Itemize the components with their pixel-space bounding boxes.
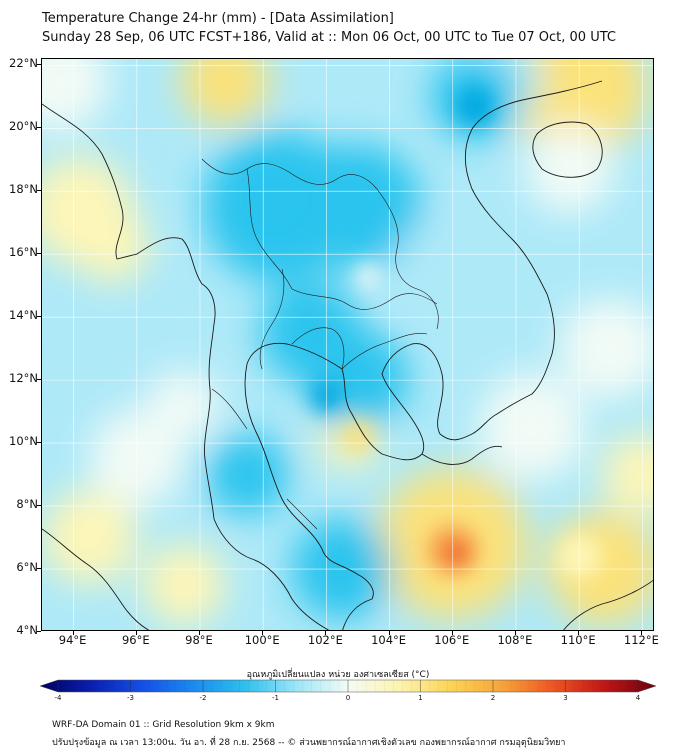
field-patch bbox=[392, 225, 482, 315]
longitude-tick bbox=[198, 631, 200, 635]
latitude-tick bbox=[37, 127, 41, 129]
latitude-tick-label: 20°N bbox=[9, 119, 38, 134]
colorbar-tick-label: 0 bbox=[345, 694, 351, 702]
field-patch bbox=[181, 59, 270, 126]
field-patch bbox=[83, 332, 159, 409]
colorbar-tick-label: 4 bbox=[635, 694, 641, 702]
colorbar-tick-label: -3 bbox=[127, 694, 134, 702]
longitude-tick-label: 102°E bbox=[307, 633, 343, 647]
latitude-tick-label: 18°N bbox=[9, 182, 38, 197]
field-patch bbox=[525, 125, 614, 214]
colorbar-title: อุณหภูมิเปลี่ยนแปลง หน่วย องศาเซลเซียส (… bbox=[246, 670, 430, 680]
latitude-tick bbox=[37, 631, 41, 632]
field-patch bbox=[206, 433, 289, 516]
longitude-tick bbox=[451, 631, 453, 635]
latitude-tick bbox=[37, 316, 41, 318]
colorbar-tick-label: -1 bbox=[272, 694, 279, 702]
map-canvas bbox=[42, 59, 653, 630]
latitude-tick bbox=[37, 64, 41, 66]
field-patch bbox=[73, 206, 150, 283]
longitude-tick bbox=[514, 631, 516, 635]
map-subtitle: Sunday 28 Sep, 06 UTC FCST+186, Valid at… bbox=[42, 30, 616, 45]
longitude-tick bbox=[578, 631, 580, 635]
field-patch bbox=[443, 540, 469, 566]
longitude-tick-label: 110°E bbox=[560, 633, 596, 647]
field-patch bbox=[478, 373, 586, 482]
colorbar-tick-label: -2 bbox=[199, 694, 207, 702]
longitude-tick-label: 108°E bbox=[497, 633, 533, 647]
vietnam-south-coast bbox=[421, 445, 503, 465]
field-patch bbox=[601, 433, 653, 516]
temperature-field bbox=[42, 59, 653, 630]
field-patch bbox=[342, 421, 374, 453]
sumatra-coast bbox=[42, 528, 150, 630]
colorbar-ticks bbox=[57, 680, 639, 692]
hainan-coast bbox=[532, 121, 603, 178]
mainland-coast bbox=[42, 103, 330, 630]
field-patch bbox=[42, 59, 109, 132]
field-patch bbox=[42, 490, 137, 585]
longitude-tick-label: 94°E bbox=[58, 633, 87, 647]
longitude-tick bbox=[641, 631, 643, 635]
longitude-tick-label: 96°E bbox=[121, 633, 150, 647]
colorbar-tick-label: 1 bbox=[418, 694, 423, 702]
field-patch bbox=[455, 87, 494, 126]
latitude-tick-label: 16°N bbox=[9, 245, 38, 260]
map-panel bbox=[41, 58, 654, 631]
footer-model-info: WRF-DA Domain 01 :: Grid Resolution 9km … bbox=[52, 720, 275, 730]
latitude-tick-label: 14°N bbox=[9, 308, 38, 323]
latitude-tick bbox=[37, 442, 41, 444]
longitude-tick-label: 106°E bbox=[434, 633, 470, 647]
latitude-tick bbox=[37, 379, 41, 381]
longitude-tick bbox=[262, 631, 264, 635]
latitude-tick bbox=[37, 568, 41, 570]
borneo-coast bbox=[563, 579, 653, 630]
gridlines bbox=[42, 59, 653, 630]
latitude-tick bbox=[37, 253, 41, 255]
longitude-tick-label: 98°E bbox=[185, 633, 213, 647]
field-patch bbox=[354, 263, 381, 289]
longitude-tick bbox=[388, 631, 390, 635]
longitude-tick-label: 112°E bbox=[623, 633, 659, 647]
latitude-tick-label: 4°N bbox=[16, 623, 38, 637]
map-title: Temperature Change 24-hr (mm) - [Data As… bbox=[42, 11, 394, 26]
coastlines bbox=[42, 80, 653, 630]
field-patch bbox=[143, 543, 226, 626]
latitude-tick bbox=[37, 190, 41, 192]
country-borders bbox=[201, 158, 439, 530]
longitude-tick-label: 104°E bbox=[371, 633, 407, 647]
longitude-tick bbox=[72, 631, 74, 635]
gulf-of-thailand-coast bbox=[244, 80, 603, 630]
latitude-tick bbox=[37, 505, 41, 507]
longitude-tick bbox=[325, 631, 327, 635]
colorbar-tick-label: 3 bbox=[563, 694, 568, 702]
colorbar-tick-label: 2 bbox=[490, 694, 496, 702]
latitude-tick-label: 8°N bbox=[16, 497, 38, 512]
longitude-tick bbox=[135, 631, 137, 635]
field-patch bbox=[250, 175, 295, 220]
field-patch bbox=[560, 298, 653, 400]
latitude-tick-label: 12°N bbox=[9, 371, 38, 386]
latitude-tick-label: 22°N bbox=[9, 56, 38, 71]
colorbar bbox=[40, 679, 656, 693]
longitude-tick-label: 100°E bbox=[244, 633, 280, 647]
latitude-tick-label: 10°N bbox=[9, 434, 38, 449]
footer-credit: ปรับปรุงข้อมูล ณ เวลา 13:00น. วัน อา. ที… bbox=[52, 738, 566, 748]
latitude-tick-label: 6°N bbox=[16, 560, 38, 575]
colorbar-tick-label: -4 bbox=[54, 694, 62, 702]
